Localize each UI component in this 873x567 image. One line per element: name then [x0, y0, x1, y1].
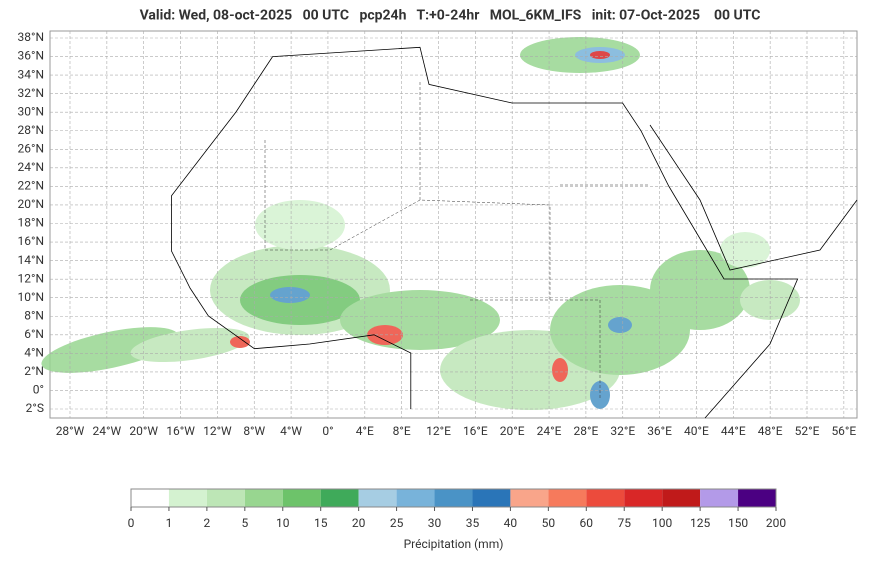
longitude-label: 32°E [610, 424, 635, 438]
colorbar-segment [586, 489, 625, 507]
longitude-label: 8°W [243, 424, 265, 438]
longitude-label: 40°E [684, 424, 709, 438]
colorbar-tick-label: 15 [314, 516, 328, 530]
latitude-label: 10°N [17, 290, 44, 304]
coastline [649, 124, 858, 271]
colorbar-segment [244, 489, 283, 507]
latitude-label: 34°N [17, 67, 44, 81]
borders [264, 80, 650, 400]
longitude-label: 8°E [393, 424, 411, 438]
colorbar-tick-label: 0 [128, 516, 135, 530]
colorbar-segment [662, 489, 701, 507]
colorbar-segment [624, 489, 663, 507]
colorbar-tick-label: 2 [204, 516, 211, 530]
colorbar-segment [548, 489, 587, 507]
colorbar-tick-label: 150 [728, 516, 748, 530]
colorbar-tick-label: 1 [166, 516, 173, 530]
colorbar-tick-label: 60 [580, 516, 594, 530]
colorbar-frame [130, 488, 777, 508]
longitude-label: 12°W [203, 424, 232, 438]
longitude-label: 56°E [831, 424, 856, 438]
colorbar-segment [320, 489, 359, 507]
map [41, 30, 858, 419]
colorbar-tick-label: 200 [766, 516, 786, 530]
colorbar-label: Précipitation (mm) [404, 537, 504, 551]
latitude-label: 32°N [17, 86, 44, 100]
colorbar-segment [396, 489, 435, 507]
longitude-label: 48°E [758, 424, 783, 438]
latitude-label: 4°N [24, 346, 44, 360]
longitude-label: 4°W [280, 424, 302, 438]
latitude-label: 36°N [17, 49, 44, 63]
longitude-label: 20°E [500, 424, 525, 438]
coastline [171, 56, 412, 409]
latitude-label: 20°N [17, 197, 44, 211]
colorbar-segment [282, 489, 321, 507]
colorbar-tick-label: 20 [352, 516, 366, 530]
longitude-label: 20°W [129, 424, 158, 438]
latitude-label: 22°N [17, 179, 44, 193]
colorbar-segment [472, 489, 511, 507]
longitude-label: 0° [322, 424, 333, 438]
latitude-label: 6°N [24, 327, 44, 341]
colorbar-tick-label: 35 [466, 516, 480, 530]
latitude-label: 2°S [26, 401, 44, 415]
longitude-label: 16°W [166, 424, 195, 438]
colorbar-tick-label: 5 [241, 516, 248, 530]
latitude-label: 8°N [24, 308, 44, 322]
graticule [50, 31, 857, 418]
colorbar-tick-label: 100 [652, 516, 672, 530]
longitude-label: 36°E [647, 424, 672, 438]
longitude-label: 16°E [463, 424, 488, 438]
latitude-label: 28°N [17, 123, 44, 137]
colorbar-segment [168, 489, 207, 507]
latitude-label: 30°N [17, 104, 44, 118]
title: Valid: Wed, 08-oct-2025 00 UTC pcp24h T:… [140, 8, 761, 24]
latitude-label: 2°N [24, 364, 44, 378]
colorbar-tick-label: 10 [276, 516, 290, 530]
colorbar-segment [358, 489, 397, 507]
longitude-label: 44°E [721, 424, 746, 438]
colorbar-segment [700, 489, 739, 507]
colorbar-segment [510, 489, 549, 507]
colorbar-tick-label: 50 [542, 516, 556, 530]
latitude-label: 16°N [17, 234, 44, 248]
longitude-label: 28°W [56, 424, 85, 438]
latitude-label: 24°N [17, 160, 44, 174]
latitude-label: 26°N [17, 141, 44, 155]
colorbar: 0 1 2 5 10 15 20 25 30 35 40 50 60 75 100 125 150 200Préc… [128, 488, 786, 551]
coastline [272, 46, 799, 419]
latitude-label: 38°N [17, 30, 44, 44]
latitude-label: 14°N [17, 253, 44, 267]
colorbar-tick-label: 125 [690, 516, 710, 530]
longitude-label: 52°E [795, 424, 820, 438]
longitude-label: 24°W [93, 424, 122, 438]
colorbar-segment [131, 489, 169, 507]
colorbar-segment [206, 489, 245, 507]
colorbar-segment [434, 489, 473, 507]
latitude-label: 18°N [17, 216, 44, 230]
longitude-label: 28°E [574, 424, 599, 438]
longitude-label: 12°E [426, 424, 451, 438]
longitude-label: 4°E [356, 424, 374, 438]
latitude-label: 12°N [17, 271, 44, 285]
colorbar-tick-label: 75 [617, 516, 631, 530]
colorbar-tick-label: 40 [504, 516, 518, 530]
colorbar-tick-label: 30 [428, 516, 442, 530]
colorbar-segment [738, 489, 776, 507]
longitude-label: 24°E [537, 424, 562, 438]
latitude-label: 0° [33, 383, 44, 397]
colorbar-tick-label: 25 [390, 516, 404, 530]
